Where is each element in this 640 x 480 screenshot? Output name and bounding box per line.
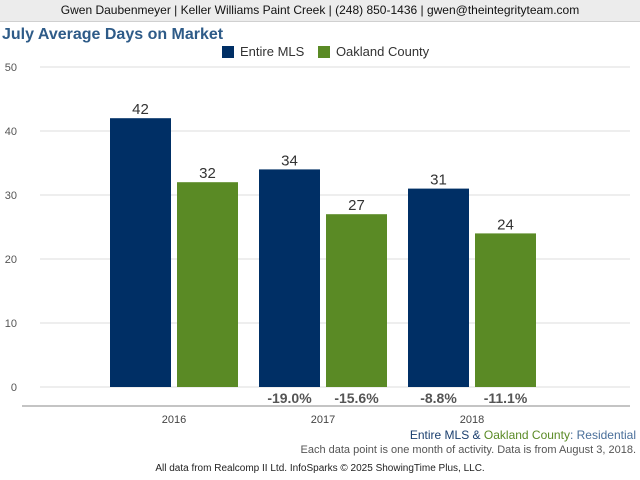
change-label: -11.1% <box>484 390 528 406</box>
bar-oakland-county-2018 <box>475 233 536 387</box>
y-tick-label: 20 <box>5 254 17 266</box>
y-tick-label: 10 <box>5 318 17 330</box>
x-tick-label: 2016 <box>162 414 186 426</box>
y-tick-label: 40 <box>5 126 17 138</box>
legend-item-oakland-county[interactable]: Oakland County <box>317 44 430 59</box>
data-label: 34 <box>281 152 298 169</box>
legend-label-entire-mls: Entire MLS <box>240 44 305 59</box>
legend-label-oakland-county: Oakland County <box>335 44 430 59</box>
chart-legend: Entire MLS Oakland County <box>222 44 439 61</box>
chart-title: July Average Days on Market <box>2 26 224 43</box>
data-label: 42 <box>132 101 149 118</box>
bar-entire-mls-2017 <box>259 169 320 387</box>
data-label: 24 <box>497 216 514 233</box>
footer-series-label: Entire MLS & Oakland County: Residential <box>410 428 636 442</box>
y-tick-label: 50 <box>5 62 17 74</box>
bar-oakland-county-2017 <box>326 214 387 387</box>
y-tick-label: 0 <box>11 382 17 394</box>
data-label: 32 <box>199 165 216 182</box>
change-label: -19.0% <box>267 390 312 406</box>
y-tick-label: 30 <box>5 190 17 202</box>
bar-entire-mls-2018 <box>408 188 469 387</box>
data-label: 31 <box>430 172 447 189</box>
bar-entire-mls-2016 <box>110 118 171 387</box>
bar-oakland-county-2016 <box>177 182 238 387</box>
footer-series-residential: : Residential <box>569 428 636 442</box>
footer-note: Each data point is one month of activity… <box>300 444 636 456</box>
x-tick-label: 2018 <box>460 414 484 426</box>
bar-chart: 0 10 20 30 40 50 42 32 2016 34 -19.0% 27 -15.6% 2017 3… <box>5 62 630 426</box>
footer-series-oakland: Oakland County <box>483 428 570 442</box>
legend-swatch-entire-mls <box>222 45 234 58</box>
change-label: -8.8% <box>420 390 457 406</box>
change-label: -15.6% <box>334 390 379 406</box>
contact-header: Gwen Daubenmeyer | Keller Williams Paint… <box>0 0 640 22</box>
legend-item-entire-mls[interactable]: Entire MLS <box>222 44 304 59</box>
footer-series-separator: & <box>469 428 484 442</box>
footer-series-entire-mls: Entire MLS <box>409 428 470 442</box>
footer-source: All data from Realcomp II Ltd. InfoSpark… <box>155 463 485 474</box>
legend-swatch-oakland-county <box>317 45 330 58</box>
contact-text: Gwen Daubenmeyer | Keller Williams Paint… <box>60 3 580 17</box>
data-label: 27 <box>348 197 365 214</box>
x-tick-label: 2017 <box>311 414 335 426</box>
